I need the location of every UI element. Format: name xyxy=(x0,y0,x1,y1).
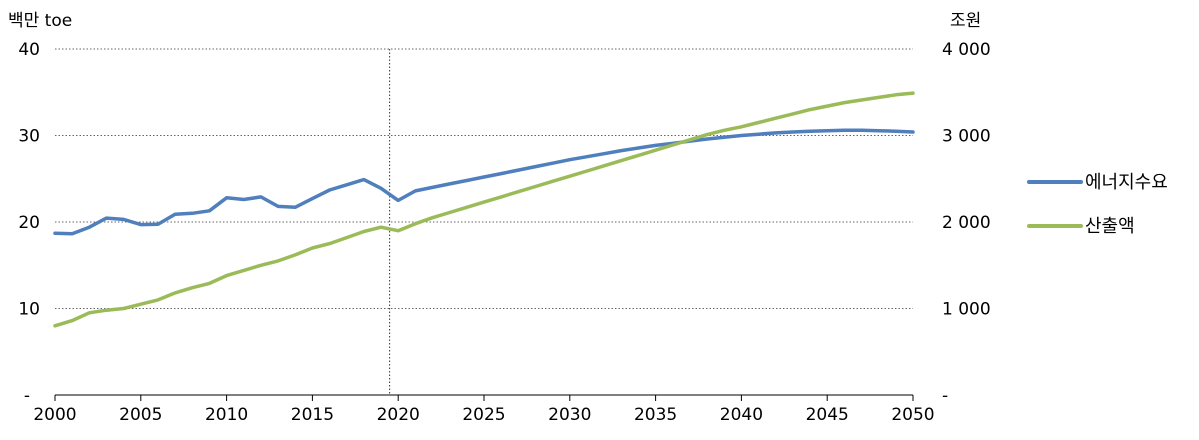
x-tick-label: 2045 xyxy=(806,405,849,425)
left-axis-unit: 백만 toe xyxy=(8,11,72,31)
series-line xyxy=(53,128,915,236)
legend-label: 에너지수요 xyxy=(1085,172,1168,193)
x-tick-label: 2020 xyxy=(377,405,420,425)
x-tick-label: 2005 xyxy=(119,405,162,425)
x-tick-label: 2035 xyxy=(634,405,677,425)
gridlines xyxy=(55,48,913,396)
x-tick-label: 2010 xyxy=(205,405,248,425)
right-axis-ticks: - 1 000 2 000 3 000 4 000 xyxy=(942,40,991,406)
left-tick-label: 40 xyxy=(18,40,40,60)
x-tick-label: 2015 xyxy=(291,405,334,425)
right-tick-label: 3 000 xyxy=(942,127,991,147)
series-line xyxy=(53,91,915,328)
x-tick-label: 2025 xyxy=(462,405,505,425)
right-axis-unit: 조원 xyxy=(950,11,981,31)
right-tick-label: 1 000 xyxy=(942,300,991,320)
left-tick-label: 10 xyxy=(18,300,40,320)
legend-label: 산출액 xyxy=(1085,216,1135,237)
x-tick-label: 2040 xyxy=(720,405,763,425)
x-axis-ticks: 2000 2005 2010 2015 2020 2025 2030 2035 2040 2045… xyxy=(33,395,935,425)
right-tick-label: 2 000 xyxy=(942,213,991,233)
left-tick-label: 20 xyxy=(18,213,40,233)
left-axis-ticks: - 10 20 30 40 xyxy=(18,40,40,406)
series-lines xyxy=(53,91,915,328)
right-tick-label: - xyxy=(942,386,948,406)
right-tick-label: 4 000 xyxy=(942,40,991,60)
left-tick-label: - xyxy=(24,386,30,406)
x-tick-label: 2000 xyxy=(33,405,76,425)
x-tick-label: 2050 xyxy=(891,405,934,425)
x-tick-label: 2030 xyxy=(548,405,591,425)
left-tick-label: 30 xyxy=(18,127,40,147)
